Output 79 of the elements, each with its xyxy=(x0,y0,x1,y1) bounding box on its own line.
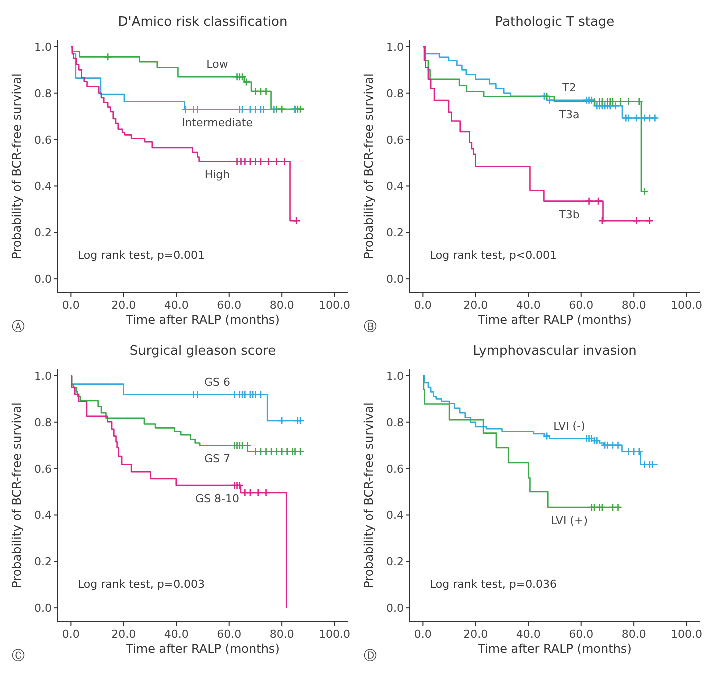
x-tick-label: 60.0 xyxy=(569,299,594,312)
x-tick-label: 40.0 xyxy=(164,299,189,312)
annotation: Log rank test, p=0.001 xyxy=(78,249,206,262)
x-tick-label: 60.0 xyxy=(569,628,594,641)
y-tick-label: 0.8 xyxy=(386,416,404,430)
x-tick-label: 100.0 xyxy=(319,628,351,641)
x-tick-label: 80.0 xyxy=(270,299,294,312)
x-tick-label: 0.0 xyxy=(414,299,432,312)
series-label: High xyxy=(204,168,230,182)
y-tick-label: 0.2 xyxy=(386,556,404,569)
y-tick-label: 0.2 xyxy=(386,226,404,240)
chart-title: Pathologic T stage xyxy=(495,15,615,30)
y-tick-label: 0.6 xyxy=(34,462,52,476)
x-tick-label: 20.0 xyxy=(112,299,136,312)
x-tick-label: 20.0 xyxy=(464,299,488,312)
y-tick-label: 0.8 xyxy=(34,87,52,100)
series-label: GS 6 xyxy=(204,376,231,389)
x-tick-label: 0.0 xyxy=(414,628,432,641)
y-tick-label: 0.0 xyxy=(34,602,52,616)
y-tick-label: 0.4 xyxy=(34,509,52,522)
chart-title: Lymphovascular invasion xyxy=(473,344,637,359)
series-label: T2 xyxy=(562,81,576,94)
y-tick-label: 0.4 xyxy=(386,180,404,194)
y-axis-title: Probability of BCR-free survival xyxy=(362,402,376,588)
x-axis-title: Time after RALP (months) xyxy=(125,313,280,327)
y-tick-label: 0.2 xyxy=(34,226,52,240)
chart-title: Surgical gleason score xyxy=(130,344,276,359)
x-axis-title: Time after RALP (months) xyxy=(477,313,632,327)
series-label: T3b xyxy=(558,208,580,222)
series-label: T3a xyxy=(558,108,580,122)
x-tick-label: 80.0 xyxy=(622,628,646,641)
text: Ⓓ xyxy=(364,649,377,664)
x-tick-label: 40.0 xyxy=(516,628,541,641)
annotation: Log rank test, p=0.036 xyxy=(430,578,558,591)
x-tick-label: 0.0 xyxy=(62,299,80,312)
y-axis-title: Probability of BCR-free survival xyxy=(10,402,24,588)
text: Ⓑ xyxy=(364,320,377,335)
chart-title: D'Amico risk classification xyxy=(118,15,288,30)
y-tick-label: 0.0 xyxy=(386,602,404,616)
y-tick-label: 0.8 xyxy=(34,416,52,430)
y-axis-title: Probability of BCR-free survival xyxy=(10,74,24,260)
y-tick-label: 0.8 xyxy=(386,87,404,100)
text: Ⓒ xyxy=(12,649,25,664)
y-tick-label: 1.0 xyxy=(34,40,52,54)
y-tick-label: 0.6 xyxy=(34,134,52,147)
y-tick-label: 0.0 xyxy=(386,273,404,286)
x-tick-label: 80.0 xyxy=(622,299,646,312)
y-tick-label: 0.4 xyxy=(34,180,52,194)
series-label: LVI (-) xyxy=(554,420,586,433)
x-tick-label: 80.0 xyxy=(270,628,294,641)
x-tick-label: 100.0 xyxy=(319,299,351,312)
y-tick-label: 0.2 xyxy=(34,556,52,569)
series-label: LVI (+) xyxy=(551,514,588,528)
x-tick-label: 60.0 xyxy=(217,299,242,312)
y-tick-label: 0.6 xyxy=(386,462,404,476)
x-tick-label: 40.0 xyxy=(164,628,189,641)
x-axis-title: Time after RALP (months) xyxy=(125,642,280,656)
annotation: Log rank test, p=0.003 xyxy=(78,578,206,591)
series-label: GS 7 xyxy=(204,452,231,466)
series-label: Low xyxy=(206,58,228,72)
y-tick-label: 1.0 xyxy=(386,370,404,383)
x-tick-label: 40.0 xyxy=(516,299,541,312)
x-tick-label: 100.0 xyxy=(671,299,703,312)
annotation: Log rank test, p<0.001 xyxy=(430,249,558,262)
x-axis-title: Time after RALP (months) xyxy=(477,642,632,656)
series-label: Intermediate xyxy=(182,116,254,130)
x-tick-label: 100.0 xyxy=(671,628,703,641)
text: Ⓐ xyxy=(12,320,25,335)
x-tick-label: 20.0 xyxy=(464,628,488,641)
y-tick-label: 0.0 xyxy=(34,273,52,286)
y-tick-label: 1.0 xyxy=(386,40,404,54)
y-tick-label: 0.4 xyxy=(386,509,404,522)
series-label: GS 8-10 xyxy=(196,492,240,506)
y-tick-label: 0.6 xyxy=(386,134,404,147)
x-tick-label: 0.0 xyxy=(62,628,80,641)
x-tick-label: 20.0 xyxy=(112,628,136,641)
x-tick-label: 60.0 xyxy=(217,628,242,641)
y-tick-label: 1.0 xyxy=(34,370,52,383)
y-axis-title: Probability of BCR-free survival xyxy=(362,74,376,260)
